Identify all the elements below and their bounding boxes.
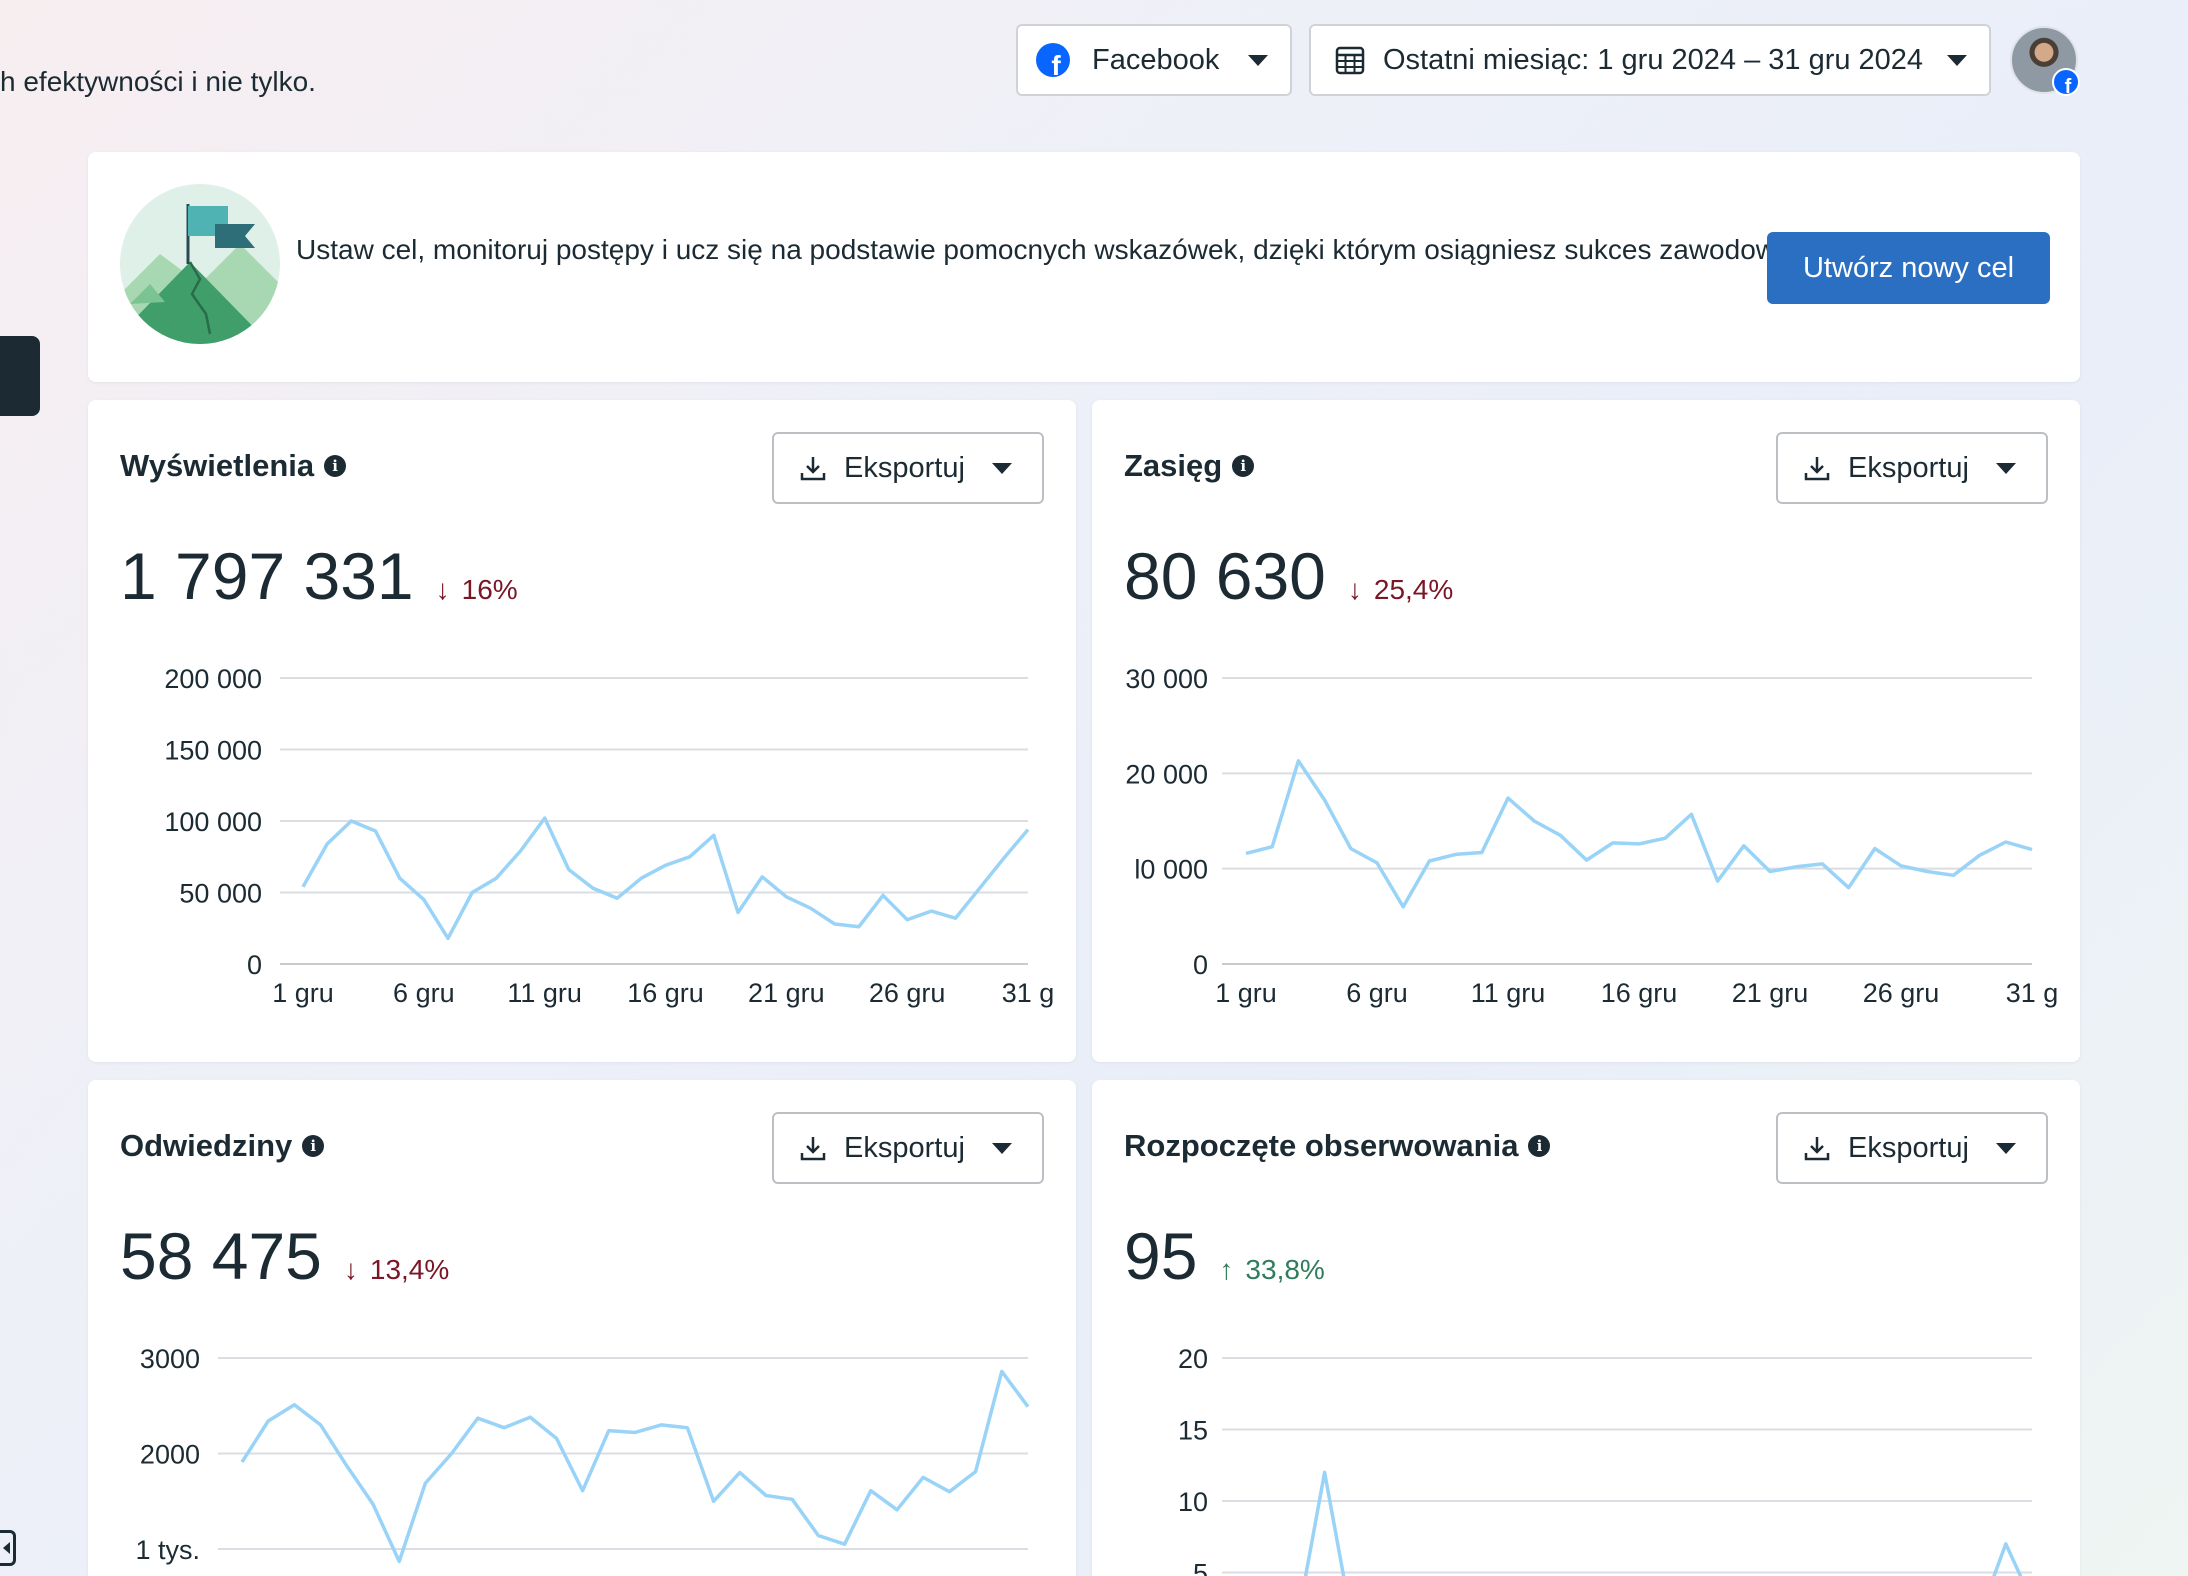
metric-card-follows: 5 10 15 20 Rozpoczęte obserwowania i Eksport… bbox=[1092, 1080, 2080, 1576]
visits-chart: 1 tys. 2000 3000 bbox=[135, 1344, 1030, 1565]
x-tick-label: 16 gru bbox=[627, 978, 704, 1008]
series-line bbox=[1245, 759, 2033, 909]
export-label: Eksportuj bbox=[1848, 1131, 1969, 1164]
arrow-down-icon: ↓ bbox=[1347, 574, 1362, 605]
chevron-down-icon bbox=[1996, 462, 2016, 474]
sidebar-tab[interactable] bbox=[0, 336, 40, 416]
x-tick-label: 26 gru bbox=[1863, 978, 1940, 1008]
export-label: Eksportuj bbox=[844, 1131, 965, 1164]
metric-value: 95 bbox=[1124, 1219, 1198, 1293]
date-range-selector[interactable]: Ostatni miesiąc: 1 gru 2024 – 31 gru 202… bbox=[1309, 24, 1991, 96]
x-tick-label: 11 gru bbox=[507, 978, 582, 1008]
arrow-down-icon: ↓ bbox=[435, 574, 450, 605]
y-tick-label: 200 000 bbox=[164, 664, 262, 694]
series-line bbox=[240, 1369, 1030, 1564]
export-button[interactable]: Eksportuj bbox=[1776, 432, 2048, 504]
x-tick-label: 21 gru bbox=[748, 978, 825, 1008]
chevron-down-icon bbox=[1248, 54, 1268, 66]
platform-label: Facebook bbox=[1092, 43, 1220, 76]
y-tick-label: l0 000 bbox=[1134, 855, 1208, 885]
info-icon[interactable]: i bbox=[1528, 1135, 1551, 1157]
y-tick-label: 20 bbox=[1178, 1344, 1208, 1374]
metric-delta: ↑ 33,8% bbox=[1219, 1254, 1325, 1285]
metric-value-row: 80 630 ↓ 25,4% bbox=[1124, 538, 1453, 614]
y-tick-label: 1 tys. bbox=[135, 1535, 200, 1565]
y-tick-label: 10 bbox=[1178, 1487, 1208, 1517]
y-tick-label: 30 000 bbox=[1125, 664, 1208, 694]
facebook-logo-icon: f bbox=[1036, 43, 1070, 77]
chevron-down-icon bbox=[992, 1142, 1012, 1154]
info-icon[interactable]: i bbox=[302, 1135, 325, 1157]
x-tick-label: 1 gru bbox=[1215, 978, 1277, 1008]
y-tick-label: 150 000 bbox=[164, 736, 262, 766]
download-icon bbox=[800, 457, 826, 481]
y-tick-label: 0 bbox=[1193, 950, 1208, 980]
metric-delta: ↓ 13,4% bbox=[343, 1254, 450, 1285]
metric-title: Odwiedziny i bbox=[120, 1128, 325, 1164]
metric-card-visits: 1 tys. 2000 3000 Odwiedziny i Eksportuj 58 … bbox=[88, 1080, 1076, 1576]
y-tick-label: 0 bbox=[247, 950, 262, 980]
y-tick-label: 15 bbox=[1178, 1416, 1208, 1446]
export-button[interactable]: Eksportuj bbox=[772, 1112, 1044, 1184]
metric-title: Wyświetlenia i bbox=[120, 448, 347, 484]
chevron-down-icon bbox=[1996, 1142, 2016, 1154]
platform-selector[interactable]: f Facebook bbox=[1016, 24, 1292, 96]
metric-value-row: 58 475 ↓ 13,4% bbox=[120, 1218, 449, 1294]
metric-value-row: 95 ↑ 33,8% bbox=[1124, 1218, 1325, 1294]
x-tick-label: 1 gru bbox=[272, 978, 334, 1008]
metric-title: Rozpoczęte obserwowania i bbox=[1124, 1128, 1551, 1164]
x-tick-label: 26 gru bbox=[869, 978, 946, 1008]
goal-description: Ustaw cel, monitoruj postępy i ucz się n… bbox=[296, 234, 1796, 265]
export-label: Eksportuj bbox=[1848, 451, 1969, 484]
x-tick-label: 6 gru bbox=[393, 978, 455, 1008]
y-tick-label: 20 000 bbox=[1125, 759, 1208, 789]
x-tick-label: 11 gru bbox=[1471, 978, 1546, 1008]
metric-card-views: 0 50 000 100 000 150 000 200 000 1 gru 6 gru 11… bbox=[88, 400, 1076, 1062]
info-icon[interactable]: i bbox=[324, 455, 347, 477]
x-tick-label: 16 gru bbox=[1601, 978, 1678, 1008]
y-tick-label: 3000 bbox=[140, 1344, 200, 1374]
metric-title: Zasięg i bbox=[1124, 448, 1255, 484]
metric-delta: ↓ 25,4% bbox=[1347, 574, 1454, 605]
calendar-icon bbox=[1335, 46, 1365, 75]
metric-value-row: 1 797 331 ↓ 16% bbox=[120, 538, 518, 614]
views-chart: 0 50 000 100 000 150 000 200 000 1 gru 6 gru 11… bbox=[164, 664, 1055, 1008]
y-tick-label: 5 bbox=[1193, 1559, 1208, 1576]
x-tick-label: 31 g bbox=[1002, 978, 1055, 1008]
download-icon bbox=[1804, 1137, 1830, 1161]
goal-banner: Ustaw cel, monitoruj postępy i ucz się n… bbox=[88, 152, 2080, 382]
create-goal-button[interactable]: Utwórz nowy cel bbox=[1767, 232, 2050, 304]
follows-chart: 5 10 15 20 bbox=[1178, 1344, 2032, 1576]
series-line bbox=[1303, 1470, 2023, 1576]
export-label: Eksportuj bbox=[844, 451, 965, 484]
y-tick-label: 2000 bbox=[140, 1440, 200, 1470]
page-subtitle: h efektywności i nie tylko. bbox=[0, 66, 316, 97]
arrow-down-icon: ↓ bbox=[343, 1254, 358, 1285]
metric-value: 1 797 331 bbox=[120, 539, 414, 613]
metric-value: 80 630 bbox=[1124, 539, 1326, 613]
facebook-badge-icon: f bbox=[2052, 68, 2080, 96]
x-tick-label: 31 g bbox=[2006, 978, 2059, 1008]
y-tick-label: 100 000 bbox=[164, 807, 262, 837]
metric-delta: ↓ 16% bbox=[435, 574, 518, 605]
mountain-flag-illustration bbox=[120, 184, 280, 344]
export-button[interactable]: Eksportuj bbox=[1776, 1112, 2048, 1184]
series-line bbox=[301, 816, 1030, 941]
date-range-label: Ostatni miesiąc: 1 gru 2024 – 31 gru 202… bbox=[1383, 43, 1924, 76]
download-icon bbox=[800, 1137, 826, 1161]
chevron-down-icon bbox=[992, 462, 1012, 474]
info-icon[interactable]: i bbox=[1232, 455, 1255, 477]
y-tick-label: 50 000 bbox=[179, 879, 262, 909]
x-tick-label: 21 gru bbox=[1732, 978, 1809, 1008]
metric-value: 58 475 bbox=[120, 1219, 322, 1293]
x-tick-label: 6 gru bbox=[1346, 978, 1408, 1008]
metric-card-reach: 0 l0 000 20 000 30 000 1 gru 6 gru 11 gru 16 gr… bbox=[1092, 400, 2080, 1062]
reach-chart: 0 l0 000 20 000 30 000 1 gru 6 gru 11 gru 16 gr… bbox=[1125, 664, 2059, 1008]
download-icon bbox=[1804, 457, 1830, 481]
export-button[interactable]: Eksportuj bbox=[772, 432, 1044, 504]
chevron-down-icon bbox=[1947, 54, 1967, 66]
arrow-up-icon: ↑ bbox=[1219, 1254, 1234, 1285]
collapse-sidebar-icon[interactable] bbox=[0, 1530, 16, 1566]
